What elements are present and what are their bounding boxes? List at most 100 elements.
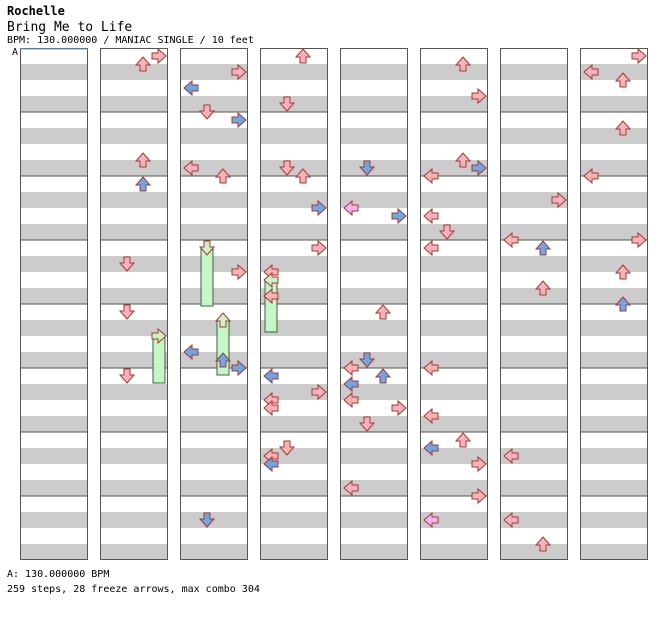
stripe (420, 128, 488, 144)
segment-label: A (12, 47, 19, 58)
step-arrow (534, 240, 552, 256)
step-arrow (358, 416, 376, 432)
stripe (20, 448, 88, 464)
stripe (420, 192, 488, 208)
step-arrow (471, 87, 487, 105)
stripe (20, 256, 88, 272)
stripe (420, 320, 488, 336)
stripe (500, 480, 568, 496)
step-arrow (374, 368, 392, 384)
stripe (20, 288, 88, 304)
stripe (20, 64, 88, 80)
stripe (260, 352, 328, 368)
stripe (180, 96, 248, 112)
stripe (180, 480, 248, 496)
step-arrow (263, 367, 279, 385)
stripe (580, 128, 648, 144)
stripe (340, 352, 408, 368)
step-arrow (454, 432, 472, 448)
stripe (180, 192, 248, 208)
step-arrow (423, 359, 439, 377)
step-arrow (263, 287, 279, 305)
stripe (100, 320, 168, 336)
step-arrow (311, 199, 327, 217)
stripe (420, 448, 488, 464)
stripe (580, 480, 648, 496)
stripe (580, 256, 648, 272)
stripe (100, 288, 168, 304)
stripe (420, 256, 488, 272)
step-arrow (198, 240, 216, 256)
step-arrow (423, 439, 439, 457)
stripe (20, 544, 88, 560)
step-arrow (263, 263, 279, 281)
stripe (100, 192, 168, 208)
step-arrow (214, 352, 232, 368)
step-arrow (631, 47, 647, 65)
stripe (180, 544, 248, 560)
stripe (20, 512, 88, 528)
stripe (580, 288, 648, 304)
column-border (340, 48, 408, 560)
stripe (580, 544, 648, 560)
step-arrow (438, 224, 456, 240)
stripe (340, 256, 408, 272)
stripe (260, 512, 328, 528)
stripe (500, 192, 568, 208)
step-arrow (358, 160, 376, 176)
stripe (500, 256, 568, 272)
step-arrow (263, 455, 279, 473)
stripe (100, 512, 168, 528)
stripe (500, 384, 568, 400)
stripe (420, 416, 488, 432)
step-arrow (358, 352, 376, 368)
stripe (180, 416, 248, 432)
stripe (100, 96, 168, 112)
stripe (580, 448, 648, 464)
stripe (100, 224, 168, 240)
step-arrow (134, 56, 152, 72)
step-arrow (118, 304, 136, 320)
column-border (260, 48, 328, 560)
stripe (580, 96, 648, 112)
chart-meta: BPM: 130.000000 / MANIAC SINGLE / 10 fee… (7, 35, 254, 46)
stripe (340, 160, 408, 176)
step-arrow (471, 455, 487, 473)
step-arrow (198, 104, 216, 120)
stripe (340, 544, 408, 560)
stripe (420, 384, 488, 400)
step-arrow (374, 304, 392, 320)
stripe (500, 512, 568, 528)
stripe (180, 128, 248, 144)
stripe (420, 480, 488, 496)
stripe (340, 480, 408, 496)
step-arrow (263, 447, 279, 465)
step-arrow (183, 159, 199, 177)
stripe (500, 416, 568, 432)
bpm-line: A: 130.000000 BPM (7, 569, 110, 580)
stripe (180, 352, 248, 368)
step-arrow (263, 271, 279, 289)
step-arrow (503, 511, 519, 529)
stripe (500, 128, 568, 144)
stripe (180, 384, 248, 400)
stripe (20, 384, 88, 400)
step-arrow (231, 111, 247, 129)
stripe (100, 448, 168, 464)
step-arrow (278, 96, 296, 112)
step-arrow (454, 152, 472, 168)
step-arrow (343, 375, 359, 393)
step-arrow (583, 63, 599, 81)
stripe (20, 352, 88, 368)
stripe (20, 416, 88, 432)
step-arrow (551, 191, 567, 209)
step-arrow (631, 231, 647, 249)
stripe (100, 128, 168, 144)
stripe (20, 480, 88, 496)
step-arrow (343, 199, 359, 217)
stripe (420, 352, 488, 368)
stripe (260, 544, 328, 560)
step-arrow (503, 231, 519, 249)
stripe (580, 192, 648, 208)
step-arrow (311, 383, 327, 401)
